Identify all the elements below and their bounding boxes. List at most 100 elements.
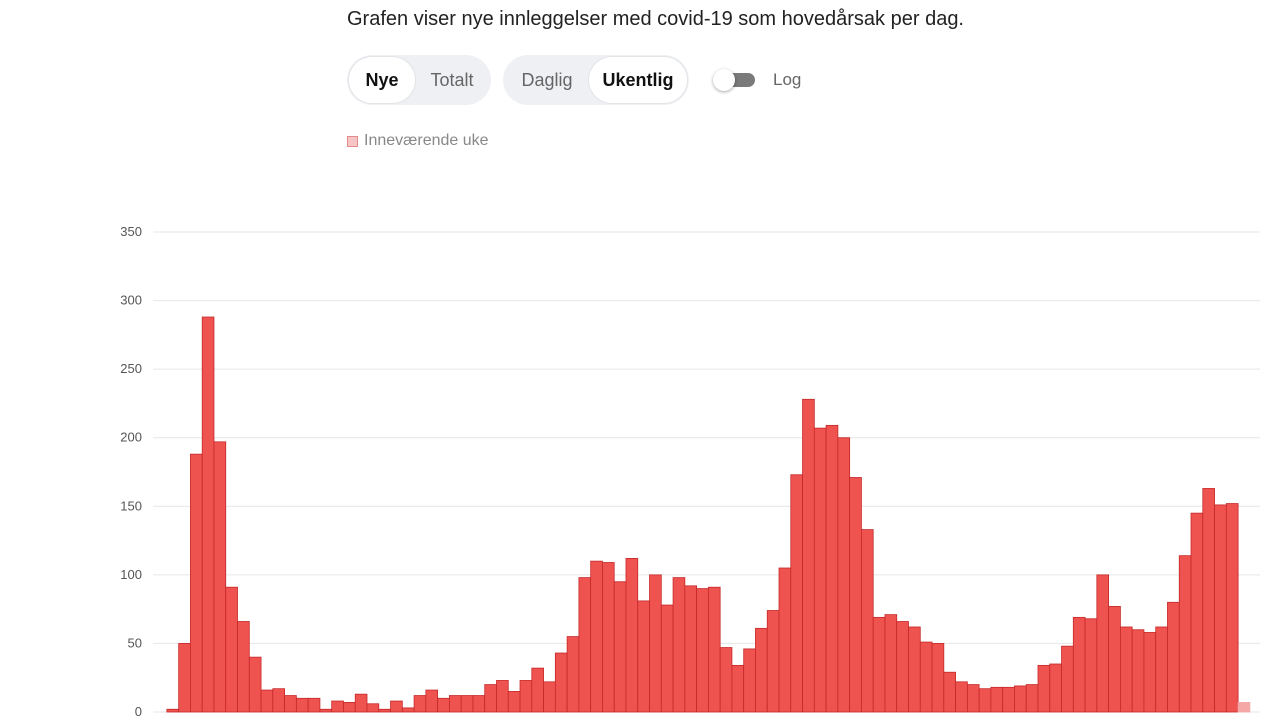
bar[interactable] <box>731 664 745 713</box>
bar[interactable] <box>272 688 285 713</box>
bar[interactable] <box>1014 685 1027 713</box>
bar[interactable] <box>1225 503 1239 713</box>
bar[interactable] <box>566 636 580 713</box>
bar[interactable] <box>684 585 698 713</box>
bar[interactable] <box>554 652 568 713</box>
bar[interactable] <box>225 586 238 713</box>
bar[interactable] <box>460 695 474 713</box>
bar[interactable] <box>919 641 933 713</box>
bar[interactable] <box>849 477 862 713</box>
bar[interactable] <box>166 708 180 713</box>
bar[interactable] <box>390 700 403 713</box>
bar[interactable] <box>248 656 262 713</box>
bar[interactable] <box>649 574 662 713</box>
bar[interactable] <box>1202 488 1215 713</box>
daglig-button[interactable]: Daglig <box>521 69 573 90</box>
bar[interactable] <box>1143 632 1157 713</box>
bar[interactable] <box>931 643 945 713</box>
bar[interactable] <box>672 577 686 713</box>
bar[interactable] <box>331 700 344 713</box>
bar[interactable] <box>260 689 274 713</box>
bar[interactable] <box>990 686 1004 713</box>
bar[interactable] <box>719 647 733 713</box>
bar[interactable] <box>707 586 721 713</box>
bar[interactable] <box>660 604 674 713</box>
bar[interactable] <box>378 708 391 713</box>
bar[interactable] <box>531 667 544 713</box>
nye-button[interactable]: Nye <box>349 57 415 103</box>
bar[interactable] <box>319 708 333 713</box>
bar[interactable] <box>1120 626 1133 713</box>
bar[interactable] <box>437 697 450 713</box>
bar[interactable] <box>1167 601 1180 713</box>
bar[interactable] <box>496 680 509 713</box>
bar[interactable] <box>590 560 603 713</box>
bar[interactable] <box>307 697 321 713</box>
log-toggle[interactable] <box>713 68 757 92</box>
bar[interactable] <box>790 474 803 713</box>
bar[interactable] <box>484 684 497 713</box>
bar[interactable] <box>1061 645 1074 713</box>
bar[interactable] <box>625 558 639 713</box>
bar[interactable] <box>413 695 427 713</box>
y-tick-label: 250 <box>120 361 142 376</box>
bar[interactable] <box>696 588 709 713</box>
bar[interactable] <box>578 577 592 713</box>
bar[interactable] <box>178 643 191 713</box>
current-week-bar[interactable] <box>1237 702 1251 713</box>
bar[interactable] <box>425 689 439 713</box>
bar[interactable] <box>1037 664 1051 713</box>
bar[interactable] <box>543 681 556 713</box>
bar[interactable] <box>1002 686 1015 713</box>
bar[interactable] <box>602 562 615 713</box>
bar[interactable] <box>1155 626 1168 713</box>
bar[interactable] <box>955 681 968 713</box>
bar[interactable] <box>825 424 839 713</box>
bar[interactable] <box>778 567 792 713</box>
bar[interactable] <box>1049 663 1062 713</box>
bar[interactable] <box>354 693 368 713</box>
ukentlig-button[interactable]: Ukentlig <box>589 57 687 103</box>
type-segmented-control: Nye Totalt <box>347 55 491 105</box>
bar[interactable] <box>896 621 909 713</box>
bar[interactable] <box>1025 684 1039 713</box>
bar[interactable] <box>295 697 309 713</box>
bar[interactable] <box>884 614 898 713</box>
bar[interactable] <box>872 616 886 713</box>
bar[interactable] <box>237 621 250 713</box>
bar[interactable] <box>1131 629 1145 713</box>
bar[interactable] <box>613 581 627 713</box>
bar[interactable] <box>813 427 827 713</box>
bar[interactable] <box>802 398 815 713</box>
bar[interactable] <box>1190 512 1204 713</box>
bar[interactable] <box>1096 574 1110 713</box>
bar[interactable] <box>837 437 851 713</box>
bar[interactable] <box>1084 618 1098 713</box>
bar[interactable] <box>190 453 203 713</box>
bar[interactable] <box>755 627 768 713</box>
bar[interactable] <box>943 671 956 713</box>
bar[interactable] <box>519 680 533 713</box>
bar[interactable] <box>1178 555 1192 713</box>
bar[interactable] <box>743 648 756 713</box>
log-toggle-knob[interactable] <box>713 69 735 91</box>
bar[interactable] <box>213 441 227 713</box>
bar[interactable] <box>766 610 780 713</box>
bar[interactable] <box>908 626 921 713</box>
bar[interactable] <box>449 695 462 713</box>
bar[interactable] <box>343 702 356 713</box>
bar[interactable] <box>401 707 415 713</box>
bar[interactable] <box>978 688 992 713</box>
bar[interactable] <box>637 600 650 713</box>
bar[interactable] <box>366 703 380 713</box>
bar[interactable] <box>1214 504 1227 713</box>
bar[interactable] <box>472 695 486 713</box>
bar[interactable] <box>201 316 215 713</box>
bar[interactable] <box>861 529 874 713</box>
bar[interactable] <box>284 695 297 713</box>
bar[interactable] <box>507 691 521 713</box>
bar[interactable] <box>1108 606 1121 713</box>
totalt-button[interactable]: Totalt <box>430 69 474 90</box>
bar[interactable] <box>1072 616 1086 713</box>
bar[interactable] <box>966 684 980 713</box>
